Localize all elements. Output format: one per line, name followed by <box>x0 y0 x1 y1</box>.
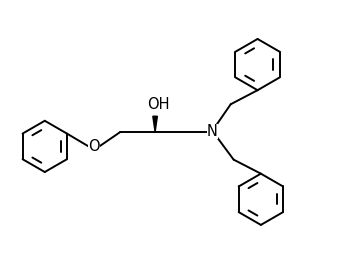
Text: N: N <box>207 124 218 139</box>
Text: OH: OH <box>147 97 170 112</box>
Text: O: O <box>88 139 100 154</box>
Polygon shape <box>153 116 158 132</box>
